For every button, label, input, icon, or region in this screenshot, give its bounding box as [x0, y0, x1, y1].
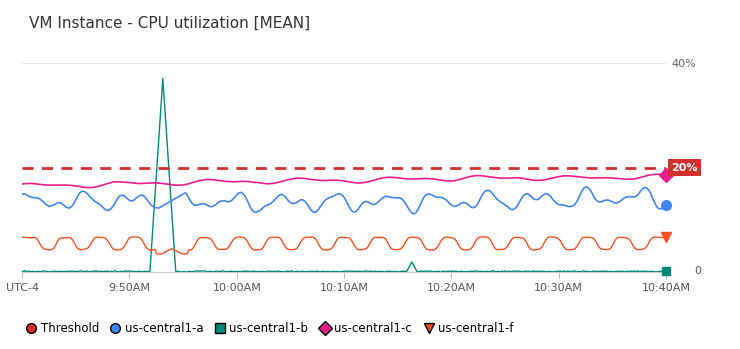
Text: VM Instance - CPU utilization [MEAN]: VM Instance - CPU utilization [MEAN]	[29, 16, 310, 31]
Text: 0: 0	[694, 266, 701, 276]
Text: 20%: 20%	[672, 163, 698, 172]
Legend: Threshold, us-central1-a, us-central1-b, us-central1-c, us-central1-f: Threshold, us-central1-a, us-central1-b,…	[21, 318, 518, 340]
